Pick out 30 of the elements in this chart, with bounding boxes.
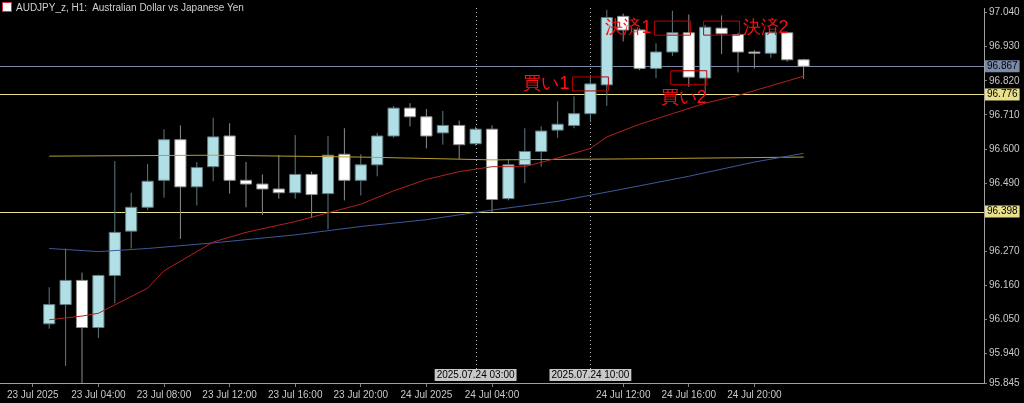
- x-tick-label: 24 Jul 04:00: [464, 388, 520, 400]
- x-tick-label: 23 Jul 20:00: [333, 388, 389, 400]
- y-tick-label: 96.930: [989, 40, 1021, 52]
- x-tick-label: 24 Jul 12:00: [595, 388, 651, 400]
- annotation: 買い1: [523, 72, 570, 93]
- y-tick-label: 96.490: [989, 176, 1021, 188]
- x-tick-label: 24 Jul 16:00: [661, 388, 717, 400]
- y-tick-label: 96.160: [989, 279, 1021, 291]
- y-tick-label: 96.710: [989, 108, 1021, 120]
- x-tick-label: 23 Jul 2025: [6, 388, 60, 400]
- y-tick-label: 96.270: [989, 245, 1021, 257]
- ref-line-label: 2025.07.24 10:00: [551, 368, 630, 380]
- y-tick-label: 96.600: [989, 142, 1021, 154]
- chart-title: AUDJPY_z, H1: Australian Dollar vs Japanese Yen: [16, 2, 244, 13]
- x-tick-label: 23 Jul 16:00: [267, 388, 323, 400]
- x-tick-label: 24 Jul 2025: [400, 388, 453, 400]
- y-tick-label: 96.820: [989, 74, 1021, 86]
- y-tick-label: 95.845: [989, 376, 1021, 388]
- x-tick-label: 23 Jul 04:00: [71, 388, 127, 400]
- x-tick-label: 23 Jul 12:00: [202, 388, 258, 400]
- ref-line-label: 96.867: [987, 60, 1019, 72]
- ref-line-label: 2025.07.24 03:00: [436, 368, 515, 380]
- x-tick-label: 23 Jul 08:00: [136, 388, 192, 400]
- ref-line-label: 96.776: [987, 88, 1019, 100]
- y-tick-label: 95.940: [989, 347, 1021, 359]
- x-tick-label: 24 Jul 20:00: [727, 388, 783, 400]
- y-tick-label: 97.040: [989, 6, 1021, 18]
- y-tick-label: 96.050: [989, 313, 1021, 325]
- annotation: 決済2: [742, 17, 789, 38]
- ref-line-label: 96.398: [987, 205, 1019, 217]
